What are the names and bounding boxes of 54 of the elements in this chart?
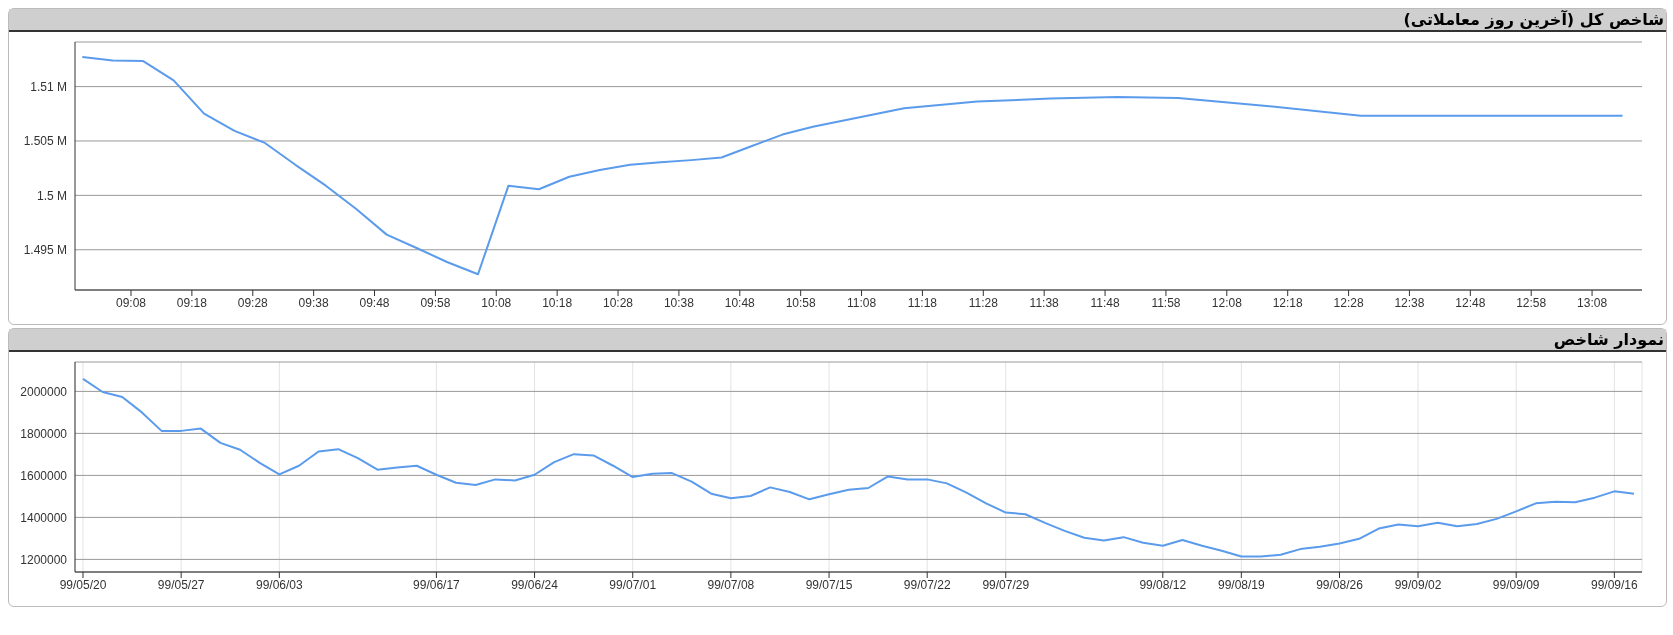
y-tick-label: 1600000 (20, 468, 68, 483)
x-tick-label: 99/08/19 (1217, 577, 1266, 592)
x-tick-label: 10:58 (785, 295, 817, 310)
y-tick-label: 1200000 (20, 552, 68, 567)
y-tick-label: 1.495 M (23, 243, 67, 258)
x-tick-label: 09:18 (176, 295, 208, 310)
x-tick-label: 99/06/03 (255, 577, 304, 592)
x-tick-label: 11:58 (1151, 295, 1181, 310)
x-tick-label: 99/07/15 (805, 577, 853, 592)
x-tick-label: 99/06/17 (413, 577, 461, 592)
x-tick-label: 09:38 (298, 295, 329, 310)
x-tick-label: 11:28 (968, 295, 999, 310)
y-tick-label: 1.51 M (30, 79, 67, 94)
x-tick-label: 09:08 (115, 295, 147, 310)
x-tick-label: 99/08/12 (1139, 577, 1187, 592)
y-tick-label: 2000000 (20, 384, 68, 399)
x-tick-label: 10:48 (724, 295, 756, 310)
y-tick-label: 1.505 M (23, 134, 67, 149)
chart-title: شاخص کل (آخرین روز معاملاتی) (9, 9, 1666, 32)
x-tick-label: 11:38 (1029, 295, 1060, 310)
chart-title: نمودار شاخص (9, 329, 1666, 352)
x-tick-label: 99/05/20 (59, 577, 107, 592)
x-tick-label: 12:08 (1211, 295, 1243, 310)
x-tick-label: 10:28 (603, 295, 634, 310)
x-tick-label: 12:48 (1455, 295, 1486, 310)
x-tick-label: 12:58 (1516, 295, 1547, 310)
x-tick-label: 10:38 (663, 295, 695, 310)
x-tick-label: 12:38 (1394, 295, 1425, 310)
x-tick-label: 13:08 (1577, 295, 1608, 310)
x-tick-label: 11:18 (907, 295, 938, 310)
x-tick-label: 99/07/29 (982, 577, 1030, 592)
x-tick-label: 09:48 (359, 295, 390, 310)
x-tick-label: 99/09/16 (1591, 577, 1639, 592)
line-series (82, 377, 1635, 558)
y-tick-label: 1.5 M (36, 188, 67, 203)
x-tick-label: 09:58 (420, 295, 451, 310)
x-tick-label: 09:28 (237, 295, 269, 310)
x-tick-label: 10:08 (481, 295, 512, 310)
y-tick-label: 1400000 (20, 510, 68, 525)
line-series (81, 55, 1624, 276)
x-tick-label: 99/09/02 (1394, 577, 1442, 592)
x-tick-label: 99/05/27 (157, 577, 205, 592)
x-tick-label: 12:28 (1333, 295, 1364, 310)
x-tick-label: 99/07/08 (707, 577, 755, 592)
x-tick-label: 11:48 (1090, 295, 1120, 310)
x-tick-label: 11:08 (846, 295, 877, 310)
x-tick-label: 12:18 (1272, 295, 1304, 310)
x-tick-label: 99/07/22 (903, 577, 951, 592)
x-tick-label: 99/09/09 (1492, 577, 1540, 592)
y-tick-label: 1800000 (20, 426, 68, 441)
x-tick-label: 99/06/24 (511, 577, 559, 592)
x-tick-label: 99/07/01 (609, 577, 657, 592)
x-tick-label: 10:18 (542, 295, 573, 310)
x-tick-label: 99/08/26 (1316, 577, 1364, 592)
